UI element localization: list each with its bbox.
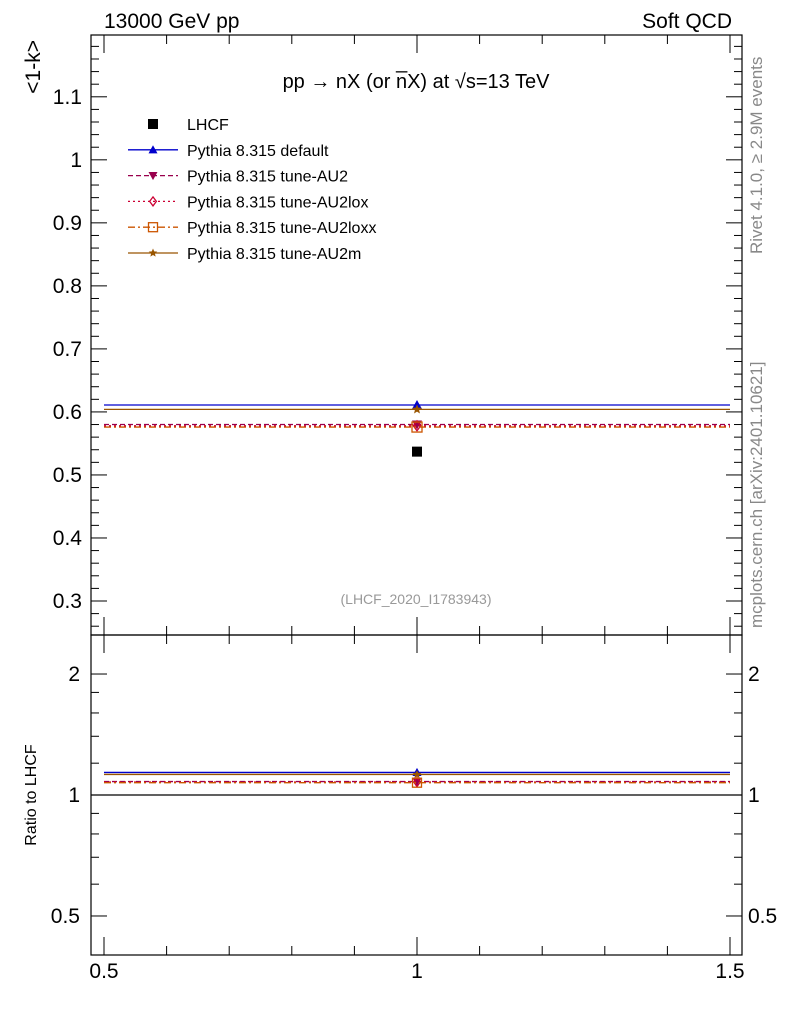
main-y-ticks: 0.3 0.4 0.5 0.6 0.7 0.8 0.9 1 1.1 xyxy=(53,45,742,627)
main-y-tick-label: 1 xyxy=(70,149,82,172)
pythia-8-315-tune-au2m-main-marker xyxy=(412,404,422,414)
legend-marker-lhcf xyxy=(148,119,158,129)
ratio-y-axis-label: Ratio to LHCF xyxy=(23,744,40,846)
legend-label-pythia-8-315-tune-au2loxx: Pythia 8.315 tune-AU2loxx xyxy=(187,220,376,237)
header-category: Soft QCD xyxy=(642,10,732,33)
ratio-series-group xyxy=(104,767,730,788)
legend-label-pythia-8-315-tune-au2: Pythia 8.315 tune-AU2 xyxy=(187,169,348,186)
x-tick-label: 1.5 xyxy=(715,960,744,983)
legend-marker-pythia-8-315-tune-au2 xyxy=(148,172,158,181)
legend-label-pythia-8-315-tune-au2m: Pythia 8.315 tune-AU2m xyxy=(187,246,361,263)
legend: LHCF Pythia 8.315 default Pythia 8.315 tun… xyxy=(128,117,376,263)
legend-marker-pythia-8-315-tune-au2m xyxy=(148,248,158,257)
lhcf-main-marker xyxy=(412,446,422,457)
pythia-8-315-tune-au2loxx-ratio-marker xyxy=(411,777,423,788)
x-tick-label: 0.5 xyxy=(89,960,118,983)
main-y-axis-label: <1-k> xyxy=(22,40,45,94)
side-mcplots-info: mcplots.cern.ch [arXiv:2401.10621] xyxy=(747,362,766,628)
x-axis-ticks: 0.5 1 1.5 xyxy=(89,35,745,983)
ratio-y-tick-label-right: 2 xyxy=(748,663,760,686)
ratio-y-tick-label-left: 2 xyxy=(68,663,80,686)
analysis-watermark: (LHCF_2020_I1783943) xyxy=(341,591,492,607)
legend-label-pythia-8-315-tune-au2lox: Pythia 8.315 tune-AU2lox xyxy=(187,194,368,211)
ratio-y-tick-label-right: 1 xyxy=(748,784,760,807)
legend-marker-pythia-8-315-tune-au2loxx xyxy=(147,222,159,233)
main-y-tick-label: 0.7 xyxy=(53,338,82,361)
pythia-8-315-tune-au2-main-marker xyxy=(412,420,422,430)
header-energy: 13000 GeV pp xyxy=(104,10,239,33)
main-y-tick-label: 0.9 xyxy=(53,212,82,235)
ratio-y-tick-label-left: 0.5 xyxy=(51,905,80,928)
pythia-8-315-tune-au2m-ratio-marker xyxy=(412,769,422,779)
ratio-y-tick-label-right: 0.5 xyxy=(748,905,777,928)
side-rivet-info: Rivet 4.1.0, ≥ 2.9M events xyxy=(747,57,766,254)
pythia-8-315-tune-au2loxx-main-marker xyxy=(411,421,423,433)
legend-label-lhcf: LHCF xyxy=(187,117,229,134)
chart-title: pp → nX (or n̅X) at √s=13 TeV xyxy=(283,70,551,93)
main-y-tick-label: 1.1 xyxy=(53,86,82,109)
main-y-tick-label: 0.4 xyxy=(53,527,83,550)
legend-marker-pythia-8-315-tune-au2lox xyxy=(148,195,158,207)
pythia-8-315-tune-au2lox-main-marker xyxy=(412,419,422,432)
main-y-tick-label: 0.6 xyxy=(53,401,82,424)
main-y-tick-label: 0.5 xyxy=(53,464,82,487)
legend-marker-pythia-8-315-default xyxy=(148,145,158,154)
ratio-y-ticks: 0.5 1 2 0.5 1 2 xyxy=(51,663,777,928)
legend-label-pythia-8-315-default: Pythia 8.315 default xyxy=(187,143,329,160)
main-y-tick-label: 0.3 xyxy=(53,590,82,613)
ratio-y-tick-label-left: 1 xyxy=(68,784,80,807)
main-series-group xyxy=(104,399,730,457)
main-y-tick-label: 0.8 xyxy=(53,275,82,298)
x-tick-label: 1 xyxy=(411,960,423,983)
